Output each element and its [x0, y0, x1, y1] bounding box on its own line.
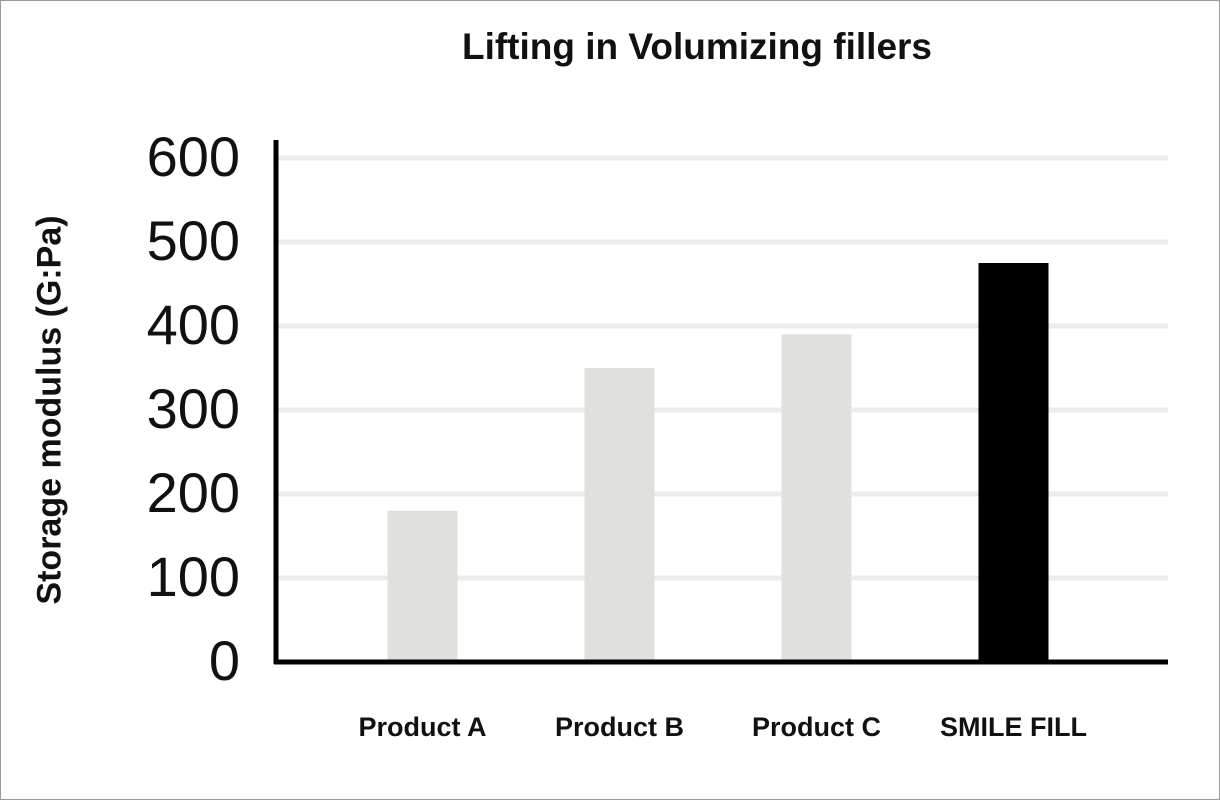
y-tick-label: 300	[147, 377, 240, 440]
bar-smile-fill	[978, 263, 1049, 662]
chart-title: Lifting in Volumizing fillers	[461, 26, 932, 67]
y-tick-label: 100	[147, 545, 240, 608]
y-tick-label: 200	[147, 461, 240, 524]
x-tick-labels: Product A Product B Product C SMILE FILL	[359, 712, 1087, 742]
y-tick-labels: 0 100 200 300 400 500 600	[147, 125, 240, 692]
bar-product-c	[781, 334, 852, 662]
y-tick-label: 500	[147, 209, 240, 272]
bar-product-b	[584, 368, 655, 662]
y-tick-label: 400	[147, 293, 240, 356]
y-tick-label: 600	[147, 125, 240, 188]
x-tick-label: SMILE FILL	[940, 712, 1087, 742]
x-tick-label: Product A	[359, 712, 487, 742]
bar-product-a	[387, 510, 458, 662]
x-tick-label: Product C	[752, 712, 881, 742]
axes	[273, 140, 1168, 665]
x-tick-label: Product B	[555, 712, 684, 742]
bars	[387, 263, 1049, 662]
y-tick-label: 0	[209, 629, 240, 692]
